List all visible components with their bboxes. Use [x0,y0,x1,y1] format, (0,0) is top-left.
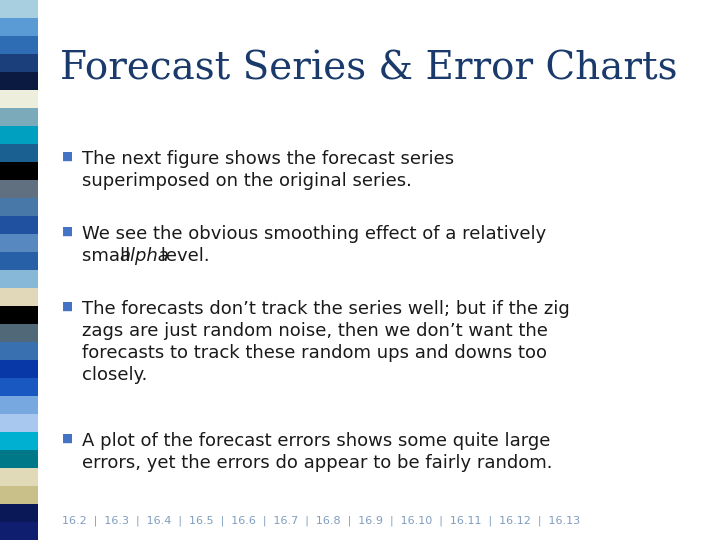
Bar [0,252,38,270]
Bar [0,306,38,324]
Bar [0,378,38,396]
Text: superimposed on the original series.: superimposed on the original series. [82,172,412,190]
Text: ■: ■ [62,300,73,313]
Text: ■: ■ [62,432,73,445]
Bar [0,0,38,18]
Bar [0,180,38,198]
Bar [0,342,38,360]
Bar [0,360,38,378]
Bar [0,126,38,144]
Bar [0,432,38,450]
Bar [0,468,38,486]
Bar [0,288,38,306]
Text: small: small [82,247,136,265]
Text: zags are just random noise, then we don’t want the: zags are just random noise, then we don’… [82,322,548,340]
Bar [0,414,38,432]
Bar [0,522,38,540]
Text: A plot of the forecast errors shows some quite large: A plot of the forecast errors shows some… [82,432,550,450]
Bar [0,450,38,468]
Text: The next figure shows the forecast series: The next figure shows the forecast serie… [82,150,454,168]
Bar [0,216,38,234]
Bar [0,234,38,252]
Text: 16.2  |  16.3  |  16.4  |  16.5  |  16.6  |  16.7  |  16.8  |  16.9  |  16.10  |: 16.2 | 16.3 | 16.4 | 16.5 | 16.6 | 16.7 … [62,516,580,526]
Text: We see the obvious smoothing effect of a relatively: We see the obvious smoothing effect of a… [82,225,546,243]
Text: forecasts to track these random ups and downs too: forecasts to track these random ups and … [82,344,547,362]
Bar [0,54,38,72]
Bar [0,108,38,126]
Bar [0,198,38,216]
Bar [0,144,38,162]
Bar [0,504,38,522]
Text: The forecasts don’t track the series well; but if the zig: The forecasts don’t track the series wel… [82,300,570,318]
Bar [0,324,38,342]
Bar [0,162,38,180]
Bar [0,72,38,90]
Bar [0,270,38,288]
Text: Forecast Series & Error Charts: Forecast Series & Error Charts [60,50,678,87]
Text: errors, yet the errors do appear to be fairly random.: errors, yet the errors do appear to be f… [82,454,552,472]
Bar [0,90,38,108]
Text: ■: ■ [62,150,73,163]
Bar [0,18,38,36]
Text: alpha: alpha [119,247,168,265]
Text: closely.: closely. [82,366,148,384]
Text: level.: level. [155,247,210,265]
Bar [0,396,38,414]
Text: ■: ■ [62,225,73,238]
Bar [0,486,38,504]
Bar [0,36,38,54]
